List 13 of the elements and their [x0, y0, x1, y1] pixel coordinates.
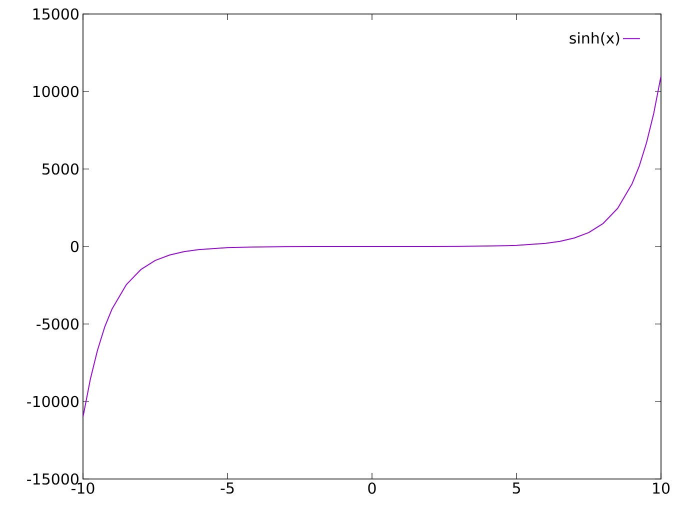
x-tick-label: -10 — [71, 482, 94, 494]
x-tick-label: 10 — [653, 482, 670, 494]
y-tick-label: 10000 — [33, 86, 78, 98]
y-tick-label: 15000 — [33, 8, 78, 20]
y-tick-label: 5000 — [42, 163, 78, 175]
x-tick-label: 5 — [512, 482, 520, 494]
legend-label: sinh(x) — [570, 32, 620, 46]
y-tick-label: 0 — [70, 240, 78, 252]
y-tick-label: -10000 — [27, 396, 78, 408]
y-tick-label: -5000 — [36, 318, 78, 330]
y-tick-label: -15000 — [27, 473, 78, 485]
x-tick-label: -5 — [220, 482, 234, 494]
x-tick-label: 0 — [368, 482, 376, 494]
